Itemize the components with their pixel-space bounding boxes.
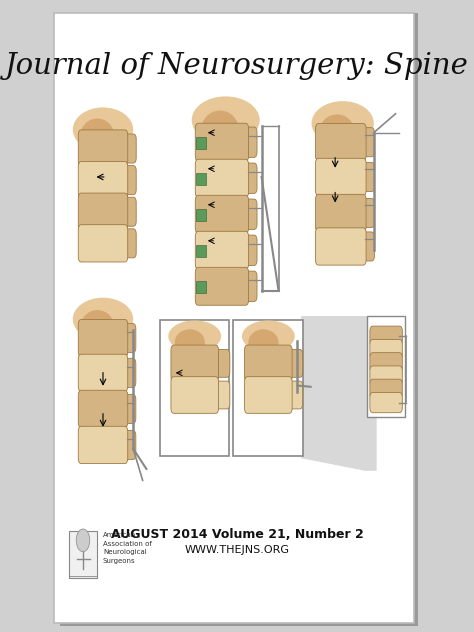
FancyBboxPatch shape <box>116 430 136 459</box>
FancyBboxPatch shape <box>60 13 418 626</box>
Ellipse shape <box>73 107 133 152</box>
FancyBboxPatch shape <box>354 198 374 228</box>
FancyBboxPatch shape <box>116 394 136 423</box>
Bar <box>86 351 119 358</box>
Text: AUGUST 2014 Volume 21, Number 2: AUGUST 2014 Volume 21, Number 2 <box>110 528 364 540</box>
Bar <box>86 386 119 393</box>
Polygon shape <box>301 316 377 471</box>
FancyBboxPatch shape <box>316 228 366 265</box>
FancyBboxPatch shape <box>195 267 248 305</box>
FancyBboxPatch shape <box>69 531 97 578</box>
FancyBboxPatch shape <box>370 366 402 386</box>
FancyBboxPatch shape <box>354 232 374 261</box>
FancyBboxPatch shape <box>115 134 136 163</box>
Bar <box>196 209 206 221</box>
Bar <box>324 155 358 163</box>
FancyBboxPatch shape <box>54 13 414 623</box>
Ellipse shape <box>81 310 114 345</box>
FancyBboxPatch shape <box>236 163 257 193</box>
FancyBboxPatch shape <box>78 354 128 392</box>
FancyBboxPatch shape <box>115 197 136 226</box>
FancyBboxPatch shape <box>370 326 402 346</box>
FancyBboxPatch shape <box>370 339 402 360</box>
Text: American
Association of
Neurological
Surgeons: American Association of Neurological Sur… <box>103 532 152 564</box>
FancyBboxPatch shape <box>245 345 292 382</box>
Bar <box>196 281 206 293</box>
FancyBboxPatch shape <box>160 320 229 456</box>
Bar <box>179 375 211 383</box>
FancyBboxPatch shape <box>115 166 136 195</box>
Ellipse shape <box>248 329 279 356</box>
Ellipse shape <box>73 298 133 341</box>
FancyBboxPatch shape <box>115 229 136 258</box>
FancyBboxPatch shape <box>195 123 248 161</box>
FancyBboxPatch shape <box>354 162 374 191</box>
Bar <box>204 155 240 163</box>
Bar <box>204 191 240 200</box>
FancyBboxPatch shape <box>316 158 366 196</box>
Ellipse shape <box>311 101 374 145</box>
Bar <box>196 173 206 185</box>
FancyBboxPatch shape <box>236 199 257 229</box>
Bar <box>196 137 206 149</box>
Ellipse shape <box>201 111 239 149</box>
FancyBboxPatch shape <box>370 392 402 413</box>
FancyBboxPatch shape <box>367 316 405 417</box>
FancyBboxPatch shape <box>78 224 128 262</box>
Ellipse shape <box>175 329 205 356</box>
FancyBboxPatch shape <box>316 194 366 231</box>
FancyBboxPatch shape <box>171 345 219 382</box>
Ellipse shape <box>168 320 221 352</box>
FancyBboxPatch shape <box>78 193 128 230</box>
Bar <box>86 224 120 231</box>
FancyBboxPatch shape <box>283 349 303 377</box>
FancyBboxPatch shape <box>116 324 136 353</box>
Bar <box>86 161 120 168</box>
FancyBboxPatch shape <box>195 195 248 233</box>
FancyBboxPatch shape <box>116 358 136 387</box>
FancyBboxPatch shape <box>78 391 128 428</box>
FancyBboxPatch shape <box>316 124 366 161</box>
Ellipse shape <box>319 114 355 151</box>
Ellipse shape <box>191 96 260 143</box>
Bar <box>86 422 119 429</box>
Bar <box>196 245 206 257</box>
Bar <box>324 190 358 198</box>
FancyBboxPatch shape <box>195 231 248 269</box>
FancyBboxPatch shape <box>233 320 303 456</box>
FancyBboxPatch shape <box>370 379 402 399</box>
FancyBboxPatch shape <box>370 353 402 373</box>
Ellipse shape <box>242 320 295 352</box>
Bar <box>86 192 120 200</box>
FancyBboxPatch shape <box>283 381 303 409</box>
FancyBboxPatch shape <box>236 271 257 301</box>
FancyBboxPatch shape <box>236 127 257 157</box>
FancyBboxPatch shape <box>78 427 128 464</box>
FancyBboxPatch shape <box>236 235 257 265</box>
FancyBboxPatch shape <box>195 159 248 197</box>
FancyBboxPatch shape <box>78 320 128 356</box>
Bar <box>204 263 240 272</box>
Bar <box>324 226 358 234</box>
FancyBboxPatch shape <box>171 377 219 413</box>
Bar <box>252 375 284 383</box>
Text: WWW.THEJNS.ORG: WWW.THEJNS.ORG <box>184 545 290 555</box>
FancyBboxPatch shape <box>210 349 230 377</box>
FancyBboxPatch shape <box>78 162 128 198</box>
Text: Journal of Neurosurgery: Spine: Journal of Neurosurgery: Spine <box>5 52 469 80</box>
FancyBboxPatch shape <box>78 130 128 167</box>
FancyBboxPatch shape <box>245 377 292 413</box>
Circle shape <box>76 529 90 552</box>
FancyBboxPatch shape <box>354 128 374 157</box>
Ellipse shape <box>81 119 114 154</box>
FancyBboxPatch shape <box>210 381 230 409</box>
Bar <box>204 227 240 235</box>
